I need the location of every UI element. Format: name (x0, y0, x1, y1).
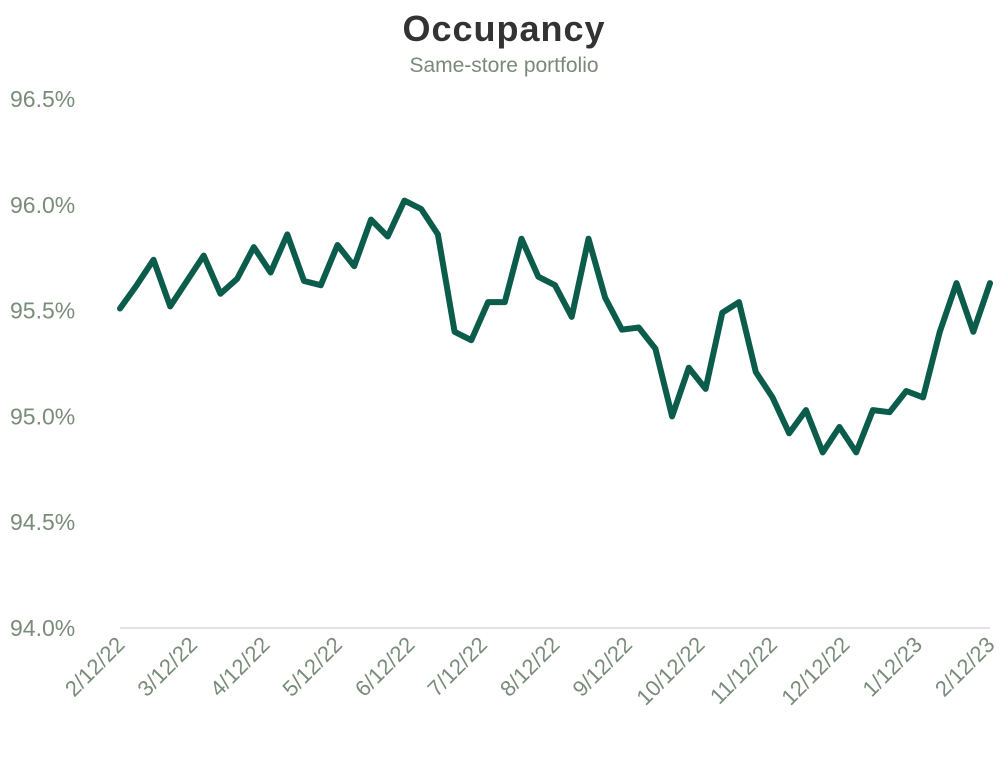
y-tick-label: 96.5% (10, 86, 75, 112)
x-tick-label: 3/12/22 (132, 632, 202, 702)
y-tick-label: 94.0% (10, 615, 75, 641)
y-tick-label: 96.0% (10, 192, 75, 218)
x-tick-label: 10/12/22 (631, 632, 709, 710)
chart-title: Occupancy (402, 8, 606, 49)
y-tick-label: 94.5% (10, 509, 75, 535)
y-tick-label: 95.0% (10, 403, 75, 429)
chart-subtitle: Same-store portfolio (409, 54, 599, 77)
x-tick-label: 2/12/23 (930, 632, 1000, 702)
x-tick-label: 4/12/22 (205, 632, 275, 702)
x-axis: 2/12/22 3/12/22 4/12/22 5/12/22 6/12/22 7/12/… (60, 632, 1000, 710)
x-tick-label: 1/12/23 (857, 632, 927, 702)
x-tick-label: 12/12/22 (776, 632, 854, 710)
y-tick-label: 95.5% (10, 298, 75, 324)
x-tick-label: 11/12/22 (705, 632, 782, 709)
x-tick-label: 6/12/22 (350, 632, 420, 702)
x-tick-label: 8/12/22 (495, 632, 565, 702)
y-axis: 94.0% 94.5% 95.0% 95.5% 96.0% 96.5% (10, 86, 75, 641)
x-tick-label: 7/12/22 (422, 632, 492, 702)
series-line (117, 197, 993, 456)
x-tick-label: 2/12/22 (60, 632, 130, 702)
x-tick-label: 9/12/22 (567, 632, 637, 702)
x-tick-label: 5/12/22 (277, 632, 347, 702)
